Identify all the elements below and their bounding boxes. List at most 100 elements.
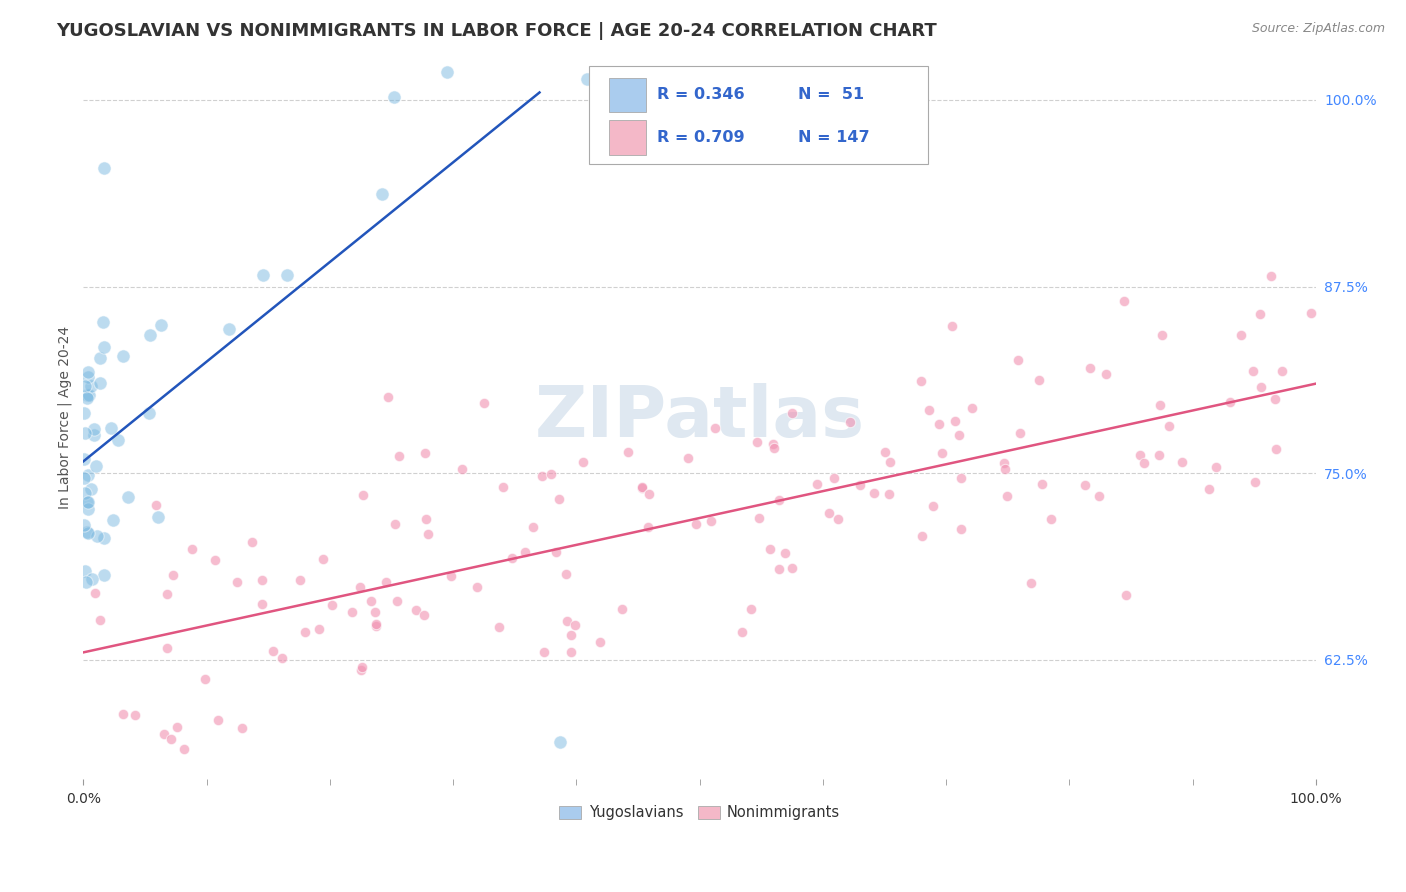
Point — [111, 707, 134, 722]
Point — [1115, 588, 1137, 602]
Point — [1250, 380, 1272, 394]
Point — [1149, 398, 1171, 412]
Point — [139, 327, 162, 342]
Point — [80, 379, 103, 393]
Point — [77, 388, 100, 402]
Point — [384, 90, 406, 104]
Point — [513, 544, 536, 558]
FancyBboxPatch shape — [609, 120, 645, 154]
Point — [995, 489, 1018, 503]
Point — [761, 437, 783, 451]
Point — [501, 550, 523, 565]
Point — [685, 517, 707, 532]
Point — [271, 651, 294, 665]
Point — [823, 471, 845, 485]
Point — [93, 567, 115, 582]
Point — [631, 481, 654, 495]
Point — [918, 403, 941, 417]
Point — [1150, 328, 1173, 343]
Point — [321, 598, 343, 612]
Point — [124, 707, 146, 722]
Text: N = 147: N = 147 — [799, 130, 870, 145]
Point — [73, 425, 96, 440]
Point — [1205, 460, 1227, 475]
Point — [450, 461, 472, 475]
Point — [806, 477, 828, 491]
Point — [637, 520, 659, 534]
Point — [416, 526, 439, 541]
Point — [93, 340, 115, 354]
Point — [540, 467, 562, 482]
Point — [352, 488, 374, 502]
Point — [588, 635, 610, 649]
Point — [1230, 328, 1253, 343]
Point — [194, 672, 217, 686]
Point — [384, 516, 406, 531]
Point — [76, 391, 98, 405]
Point — [160, 731, 183, 746]
Point — [156, 587, 179, 601]
Point — [1264, 392, 1286, 406]
Point — [748, 511, 770, 525]
Point — [1260, 268, 1282, 283]
Point — [73, 485, 96, 500]
Point — [1031, 476, 1053, 491]
Point — [207, 713, 229, 727]
Point — [80, 572, 103, 586]
Point — [838, 415, 860, 429]
Point — [873, 445, 896, 459]
Text: N =  51: N = 51 — [799, 87, 865, 103]
Point — [1074, 478, 1097, 492]
Point — [993, 456, 1015, 470]
Point — [349, 663, 371, 677]
Point — [472, 396, 495, 410]
Point — [994, 461, 1017, 475]
Point — [557, 614, 579, 628]
Point — [73, 564, 96, 578]
Text: Source: ZipAtlas.com: Source: ZipAtlas.com — [1251, 22, 1385, 36]
Point — [138, 406, 160, 420]
Point — [1094, 367, 1116, 381]
Point — [560, 628, 582, 642]
Point — [107, 433, 129, 447]
Point — [768, 493, 790, 508]
Point — [704, 421, 727, 435]
Point — [93, 315, 115, 329]
Y-axis label: In Labor Force | Age 20-24: In Labor Force | Age 20-24 — [58, 326, 72, 508]
Point — [225, 575, 247, 590]
FancyBboxPatch shape — [609, 78, 645, 112]
Point — [910, 374, 932, 388]
Point — [848, 478, 870, 492]
Point — [83, 428, 105, 442]
Point — [73, 452, 96, 467]
Point — [548, 735, 571, 749]
Text: ZIPatlas: ZIPatlas — [534, 383, 865, 451]
Point — [73, 471, 96, 485]
Point — [612, 602, 634, 616]
Point — [676, 450, 699, 465]
Point — [152, 727, 174, 741]
Point — [631, 480, 654, 494]
Point — [86, 528, 108, 542]
Point — [93, 161, 115, 175]
Point — [780, 406, 803, 420]
Point — [555, 566, 578, 581]
Point — [204, 553, 226, 567]
Point — [1198, 483, 1220, 497]
Point — [931, 446, 953, 460]
Point — [312, 552, 335, 566]
Point — [943, 414, 966, 428]
Point — [928, 417, 950, 431]
Point — [73, 406, 96, 420]
Point — [77, 501, 100, 516]
Point — [405, 603, 427, 617]
Point — [564, 618, 586, 632]
Point — [1039, 512, 1062, 526]
Point — [637, 487, 659, 501]
Point — [276, 268, 298, 283]
Point — [948, 427, 970, 442]
Point — [76, 495, 98, 509]
Point — [879, 455, 901, 469]
Point — [75, 574, 97, 589]
Point — [145, 498, 167, 512]
